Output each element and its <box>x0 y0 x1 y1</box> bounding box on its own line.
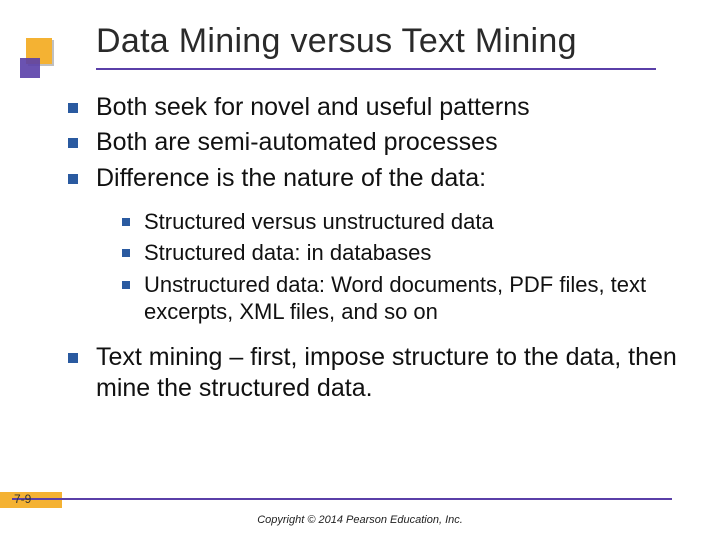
bullet-lvl2: Structured data: in databases <box>122 239 678 267</box>
bullet-lvl1: Difference is the nature of the data: <box>68 163 678 194</box>
bullet-lvl1: Both seek for novel and useful patterns <box>68 92 678 123</box>
square-bullet-icon <box>68 174 78 184</box>
bullet-text: Structured data: in databases <box>144 239 431 267</box>
bullet-text: Both are semi-automated processes <box>96 127 498 158</box>
page-number: 7-9 <box>14 492 31 506</box>
copyright-text: Copyright © 2014 Pearson Education, Inc. <box>0 514 720 526</box>
bullet-text: Difference is the nature of the data: <box>96 163 486 194</box>
square-bullet-icon <box>68 103 78 113</box>
bullet-lvl2: Unstructured data: Word documents, PDF f… <box>122 271 678 326</box>
bullet-text: Text mining – first, impose structure to… <box>96 342 678 405</box>
bullet-lvl1: Both are semi-automated processes <box>68 127 678 158</box>
square-bullet-icon <box>68 353 78 363</box>
slide: Data Mining versus Text Mining Both seek… <box>0 0 720 540</box>
slide-title: Data Mining versus Text Mining <box>96 22 577 61</box>
title-container: Data Mining versus Text Mining <box>96 22 577 61</box>
square-bullet-icon <box>68 138 78 148</box>
content-area: Both seek for novel and useful patterns … <box>68 92 678 408</box>
square-bullet-icon <box>122 281 130 289</box>
accent-block-icon <box>26 38 52 64</box>
bullet-lvl2: Structured versus unstructured data <box>122 208 678 236</box>
bullet-text: Structured versus unstructured data <box>144 208 494 236</box>
bullet-lvl1: Text mining – first, impose structure to… <box>68 342 678 405</box>
bullet-text: Both seek for novel and useful patterns <box>96 92 530 123</box>
square-bullet-icon <box>122 218 130 226</box>
title-underline <box>96 68 656 70</box>
square-bullet-icon <box>122 249 130 257</box>
bullet-text: Unstructured data: Word documents, PDF f… <box>144 271 678 326</box>
sub-bullet-group: Structured versus unstructured data Stru… <box>122 208 678 326</box>
